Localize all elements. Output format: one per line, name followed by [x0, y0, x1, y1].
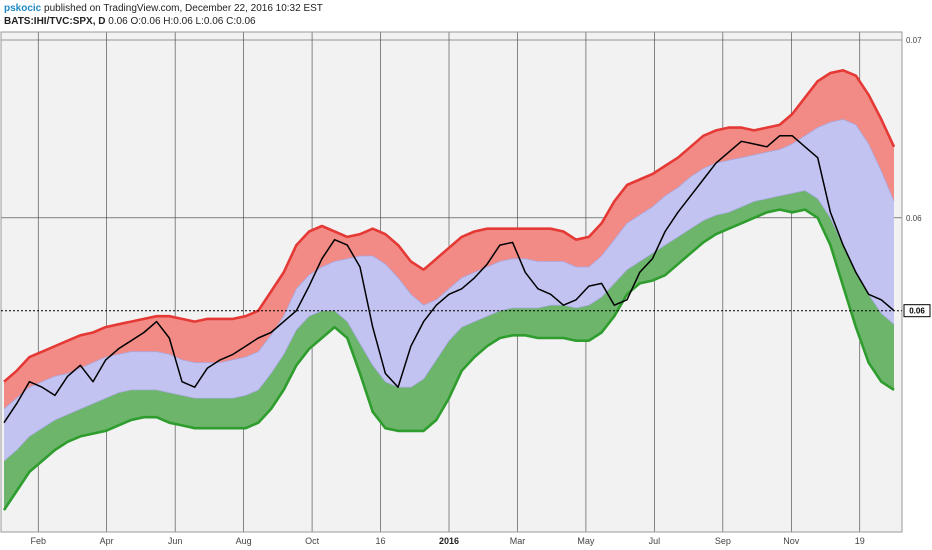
x-tick-label: 19 — [855, 536, 865, 546]
x-tick-label: 2016 — [439, 536, 459, 546]
x-tick-label: Feb — [30, 536, 46, 546]
x-tick-label: Aug — [236, 536, 252, 546]
x-tick-label: Sep — [715, 536, 731, 546]
x-tick-label: Jul — [649, 536, 661, 546]
symbol-label: BATS:IHI/TVC:SPX, D — [4, 16, 106, 27]
author-link[interactable]: pskocic — [4, 3, 42, 14]
band-lines — [2, 69, 896, 511]
y-axis: 0.07 0.06 — [906, 36, 922, 223]
y-tick-label: 0.07 — [906, 36, 922, 45]
plot-border — [0, 31, 903, 533]
x-tick-label: Nov — [783, 536, 800, 546]
middle-upper-line — [3, 119, 895, 410]
upper-band-fill — [4, 70, 894, 410]
lower-band-line — [2, 208, 895, 511]
publish-line: pskocic published on TradingView.com, De… — [4, 2, 323, 15]
x-tick-label: Mar — [510, 536, 526, 546]
x-tick-label: 16 — [376, 536, 386, 546]
band-fills — [4, 70, 894, 511]
y-tick-label: 0.06 — [906, 214, 922, 223]
upper-band-line — [3, 69, 896, 383]
x-tick-label: Jun — [168, 536, 183, 546]
last-price-badge-bg — [903, 304, 931, 318]
last-price-value: 0.06 — [909, 307, 925, 316]
lower-band-fill — [4, 190, 894, 511]
middle-band-fill — [4, 119, 894, 462]
ohlc-values: 0.06 O:0.06 H:0.06 L:0.06 C:0.06 — [105, 16, 256, 27]
x-axis: Feb Apr Jun Aug Oct 16 2016 Mar May Jul Sep Nov 19 — [30, 536, 864, 546]
x-tick-label: Oct — [305, 536, 320, 546]
publish-info: published on TradingView.com, December 2… — [41, 3, 323, 14]
x-tick-label: May — [577, 536, 595, 546]
x-tick-label: Apr — [100, 536, 114, 546]
symbol-line: BATS:IHI/TVC:SPX, D 0.06 O:0.06 H:0.06 L… — [4, 15, 323, 28]
price-line — [3, 135, 895, 424]
chart-header: pskocic published on TradingView.com, De… — [4, 2, 323, 28]
middle-lower-line — [3, 190, 895, 462]
last-price-badge: 0.06 — [903, 304, 931, 318]
